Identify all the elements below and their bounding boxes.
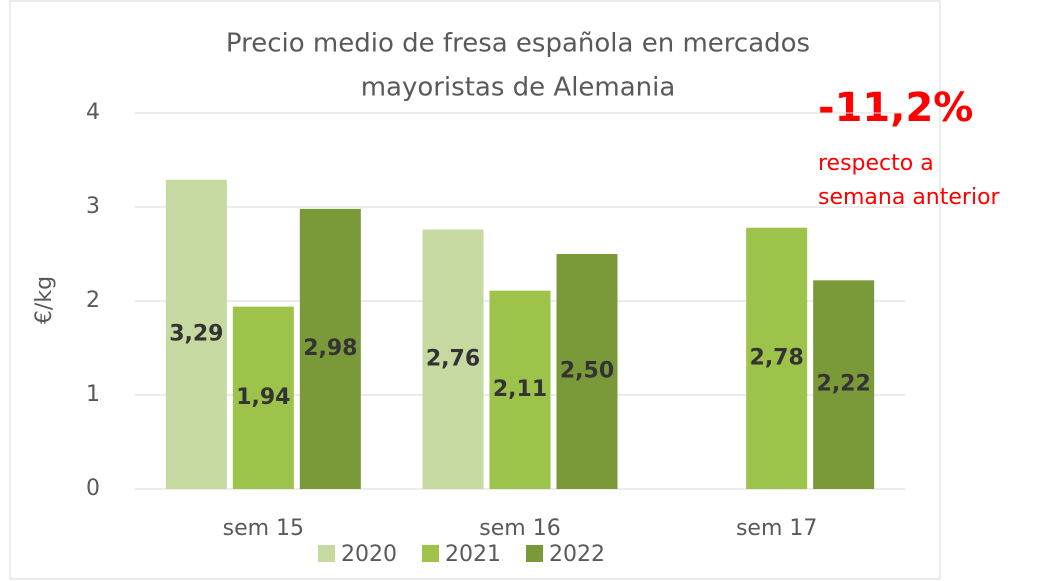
bar (489, 290, 551, 489)
annotation: respecto a (818, 151, 934, 176)
data-label: 2,76 (426, 346, 480, 371)
annotation: semana anterior (818, 185, 1001, 210)
legend-label: 2020 (341, 542, 397, 567)
x-tick-label: sem 17 (736, 516, 817, 541)
y-tick-label: 3 (86, 194, 100, 219)
y-tick-label: 0 (86, 476, 100, 501)
annotation: -11,2% (818, 85, 973, 131)
y-tick-label: 2 (86, 288, 100, 313)
bar (813, 280, 875, 489)
chart-title: Precio medio de fresa española en mercad… (226, 29, 810, 59)
data-label: 2,11 (493, 377, 547, 402)
legend-swatch (422, 545, 439, 562)
data-label: 1,94 (236, 385, 290, 410)
legend-label: 2022 (549, 542, 605, 567)
legend-swatch (526, 545, 543, 562)
bar (232, 306, 294, 489)
y-tick-label: 4 (86, 100, 100, 125)
y-tick-label: 1 (86, 382, 100, 407)
x-tick-label: sem 15 (223, 516, 304, 541)
legend-swatch (318, 545, 335, 562)
data-label: 2,78 (750, 345, 804, 370)
data-label: 3,29 (169, 321, 223, 346)
bar (422, 229, 484, 489)
legend-label: 2021 (445, 542, 501, 567)
data-label: 2,50 (560, 359, 614, 384)
y-axis-label: €/kg (32, 276, 57, 324)
x-tick-label: sem 16 (479, 516, 560, 541)
data-label: 2,22 (817, 372, 871, 397)
data-label: 2,98 (303, 336, 357, 361)
bar (165, 179, 227, 490)
bar (746, 227, 808, 489)
bar (556, 254, 618, 489)
chart-title: mayoristas de Alemania (361, 73, 676, 103)
bar (299, 208, 361, 489)
